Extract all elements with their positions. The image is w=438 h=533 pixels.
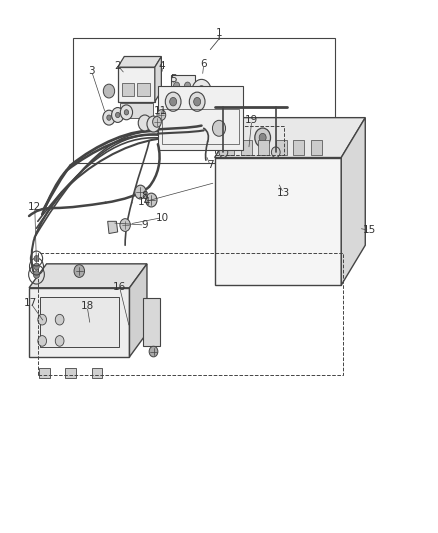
Circle shape: [272, 147, 280, 158]
Bar: [158, 86, 243, 150]
Text: 1: 1: [215, 28, 223, 38]
Text: 16: 16: [113, 282, 126, 292]
Circle shape: [103, 110, 115, 125]
Circle shape: [259, 133, 266, 142]
Circle shape: [107, 115, 111, 120]
Bar: [293, 140, 304, 155]
Circle shape: [160, 87, 171, 101]
Bar: [162, 109, 239, 144]
Bar: [138, 83, 150, 96]
Circle shape: [74, 265, 85, 277]
Circle shape: [116, 112, 120, 118]
Text: 7: 7: [207, 160, 214, 171]
Circle shape: [34, 263, 39, 270]
Polygon shape: [341, 118, 365, 285]
Circle shape: [189, 92, 205, 111]
Text: 12: 12: [28, 202, 41, 212]
Polygon shape: [65, 368, 76, 378]
Polygon shape: [39, 368, 49, 378]
Circle shape: [147, 116, 160, 132]
Circle shape: [231, 133, 238, 142]
Text: 4: 4: [159, 61, 166, 70]
Text: 6: 6: [201, 60, 207, 69]
Circle shape: [120, 219, 131, 231]
Text: 11: 11: [153, 106, 167, 116]
Circle shape: [212, 120, 226, 136]
Circle shape: [38, 336, 46, 346]
Text: 17: 17: [24, 297, 37, 308]
Circle shape: [157, 110, 166, 120]
Bar: [311, 140, 321, 155]
Text: 18: 18: [81, 301, 94, 311]
Circle shape: [173, 92, 180, 99]
Circle shape: [34, 255, 39, 262]
Polygon shape: [118, 67, 155, 102]
Text: 10: 10: [155, 213, 169, 223]
Circle shape: [226, 128, 242, 147]
Bar: [276, 140, 287, 155]
Text: 2: 2: [114, 61, 121, 70]
Polygon shape: [108, 221, 118, 233]
Text: 15: 15: [363, 225, 376, 236]
Bar: [258, 140, 269, 155]
Circle shape: [152, 117, 161, 127]
Circle shape: [33, 271, 40, 278]
Circle shape: [194, 98, 201, 106]
Circle shape: [135, 185, 146, 199]
Polygon shape: [130, 264, 147, 357]
Circle shape: [38, 314, 46, 325]
Bar: [40, 297, 119, 348]
Circle shape: [112, 108, 124, 123]
Text: 13: 13: [277, 188, 290, 198]
Circle shape: [219, 147, 228, 158]
Polygon shape: [143, 298, 160, 346]
Bar: [223, 140, 234, 155]
Circle shape: [255, 128, 271, 147]
Circle shape: [120, 105, 133, 120]
Circle shape: [149, 346, 158, 357]
Circle shape: [124, 110, 129, 115]
Circle shape: [192, 79, 211, 103]
Circle shape: [55, 314, 64, 325]
Bar: [122, 83, 134, 96]
Polygon shape: [92, 368, 102, 378]
Text: 9: 9: [141, 220, 148, 230]
Circle shape: [219, 119, 230, 132]
Polygon shape: [118, 56, 161, 67]
Circle shape: [173, 82, 180, 90]
Circle shape: [197, 86, 206, 96]
Polygon shape: [215, 118, 365, 158]
Circle shape: [103, 84, 115, 98]
Text: 5: 5: [170, 75, 177, 84]
Circle shape: [165, 92, 181, 111]
Bar: [241, 140, 252, 155]
Polygon shape: [215, 158, 341, 285]
Circle shape: [184, 82, 191, 90]
Polygon shape: [155, 56, 161, 102]
Bar: [120, 103, 152, 118]
Text: 14: 14: [138, 197, 152, 207]
Circle shape: [146, 193, 157, 207]
Polygon shape: [29, 288, 130, 357]
Circle shape: [184, 92, 191, 99]
Polygon shape: [171, 75, 195, 102]
Bar: [73, 38, 335, 163]
Bar: [38, 253, 343, 375]
Text: 19: 19: [245, 115, 258, 125]
Bar: [215, 126, 285, 155]
Text: 3: 3: [88, 66, 95, 76]
Circle shape: [138, 115, 151, 131]
Polygon shape: [29, 264, 147, 288]
Text: 8: 8: [141, 191, 148, 201]
Circle shape: [170, 98, 177, 106]
Circle shape: [55, 336, 64, 346]
